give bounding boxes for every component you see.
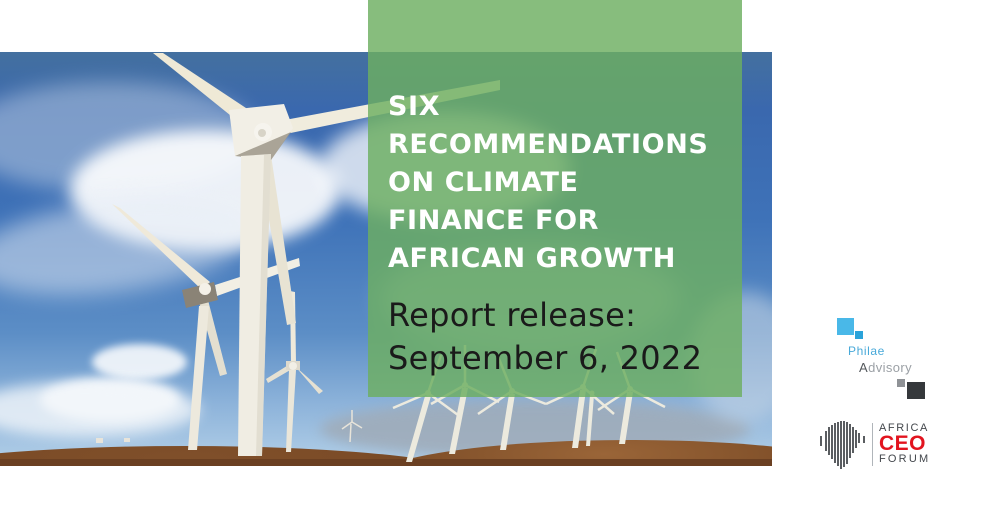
cloud (0, 382, 200, 437)
release-date-line: Report release: (388, 296, 637, 334)
africa-barcode-icon (820, 421, 865, 469)
headline-line: RECOMMENDATIONS (388, 129, 709, 160)
headline-line: FINANCE FOR (388, 205, 600, 236)
cloud (92, 344, 187, 380)
philae-advisory-logo: Philae Advisory (833, 314, 933, 404)
release-date: Report release: September 6, 2022 (388, 294, 724, 380)
forum-label: FORUM (879, 453, 931, 465)
advisory-wordmark: Advisory (859, 360, 912, 375)
hill (0, 459, 772, 466)
headline: SIX RECOMMENDATIONS ON CLIMATE FINANCE F… (388, 88, 724, 278)
headline-line: SIX (388, 91, 441, 122)
philae-square-icon (907, 382, 925, 399)
philae-square-icon (897, 379, 905, 387)
africa-label: AFRICA (879, 422, 929, 434)
headline-panel: SIX RECOMMENDATIONS ON CLIMATE FINANCE F… (368, 0, 742, 397)
africa-ceo-forum-logo: AFRICA CEO FORUM (820, 419, 930, 470)
headline-line: ON CLIMATE (388, 167, 579, 198)
advisory-rest: dvisory (868, 360, 913, 375)
ceo-label: CEO (879, 432, 927, 455)
philae-square-icon (837, 318, 854, 335)
advisory-initial: A (859, 360, 869, 375)
philae-square-icon (855, 331, 863, 339)
release-date-line: September 6, 2022 (388, 339, 703, 377)
africa-ceo-forum-wordmark: AFRICA CEO FORUM (879, 419, 930, 465)
philae-wordmark: Philae (848, 344, 885, 358)
logo-divider (872, 423, 873, 466)
headline-line: AFRICAN GROWTH (388, 243, 676, 274)
